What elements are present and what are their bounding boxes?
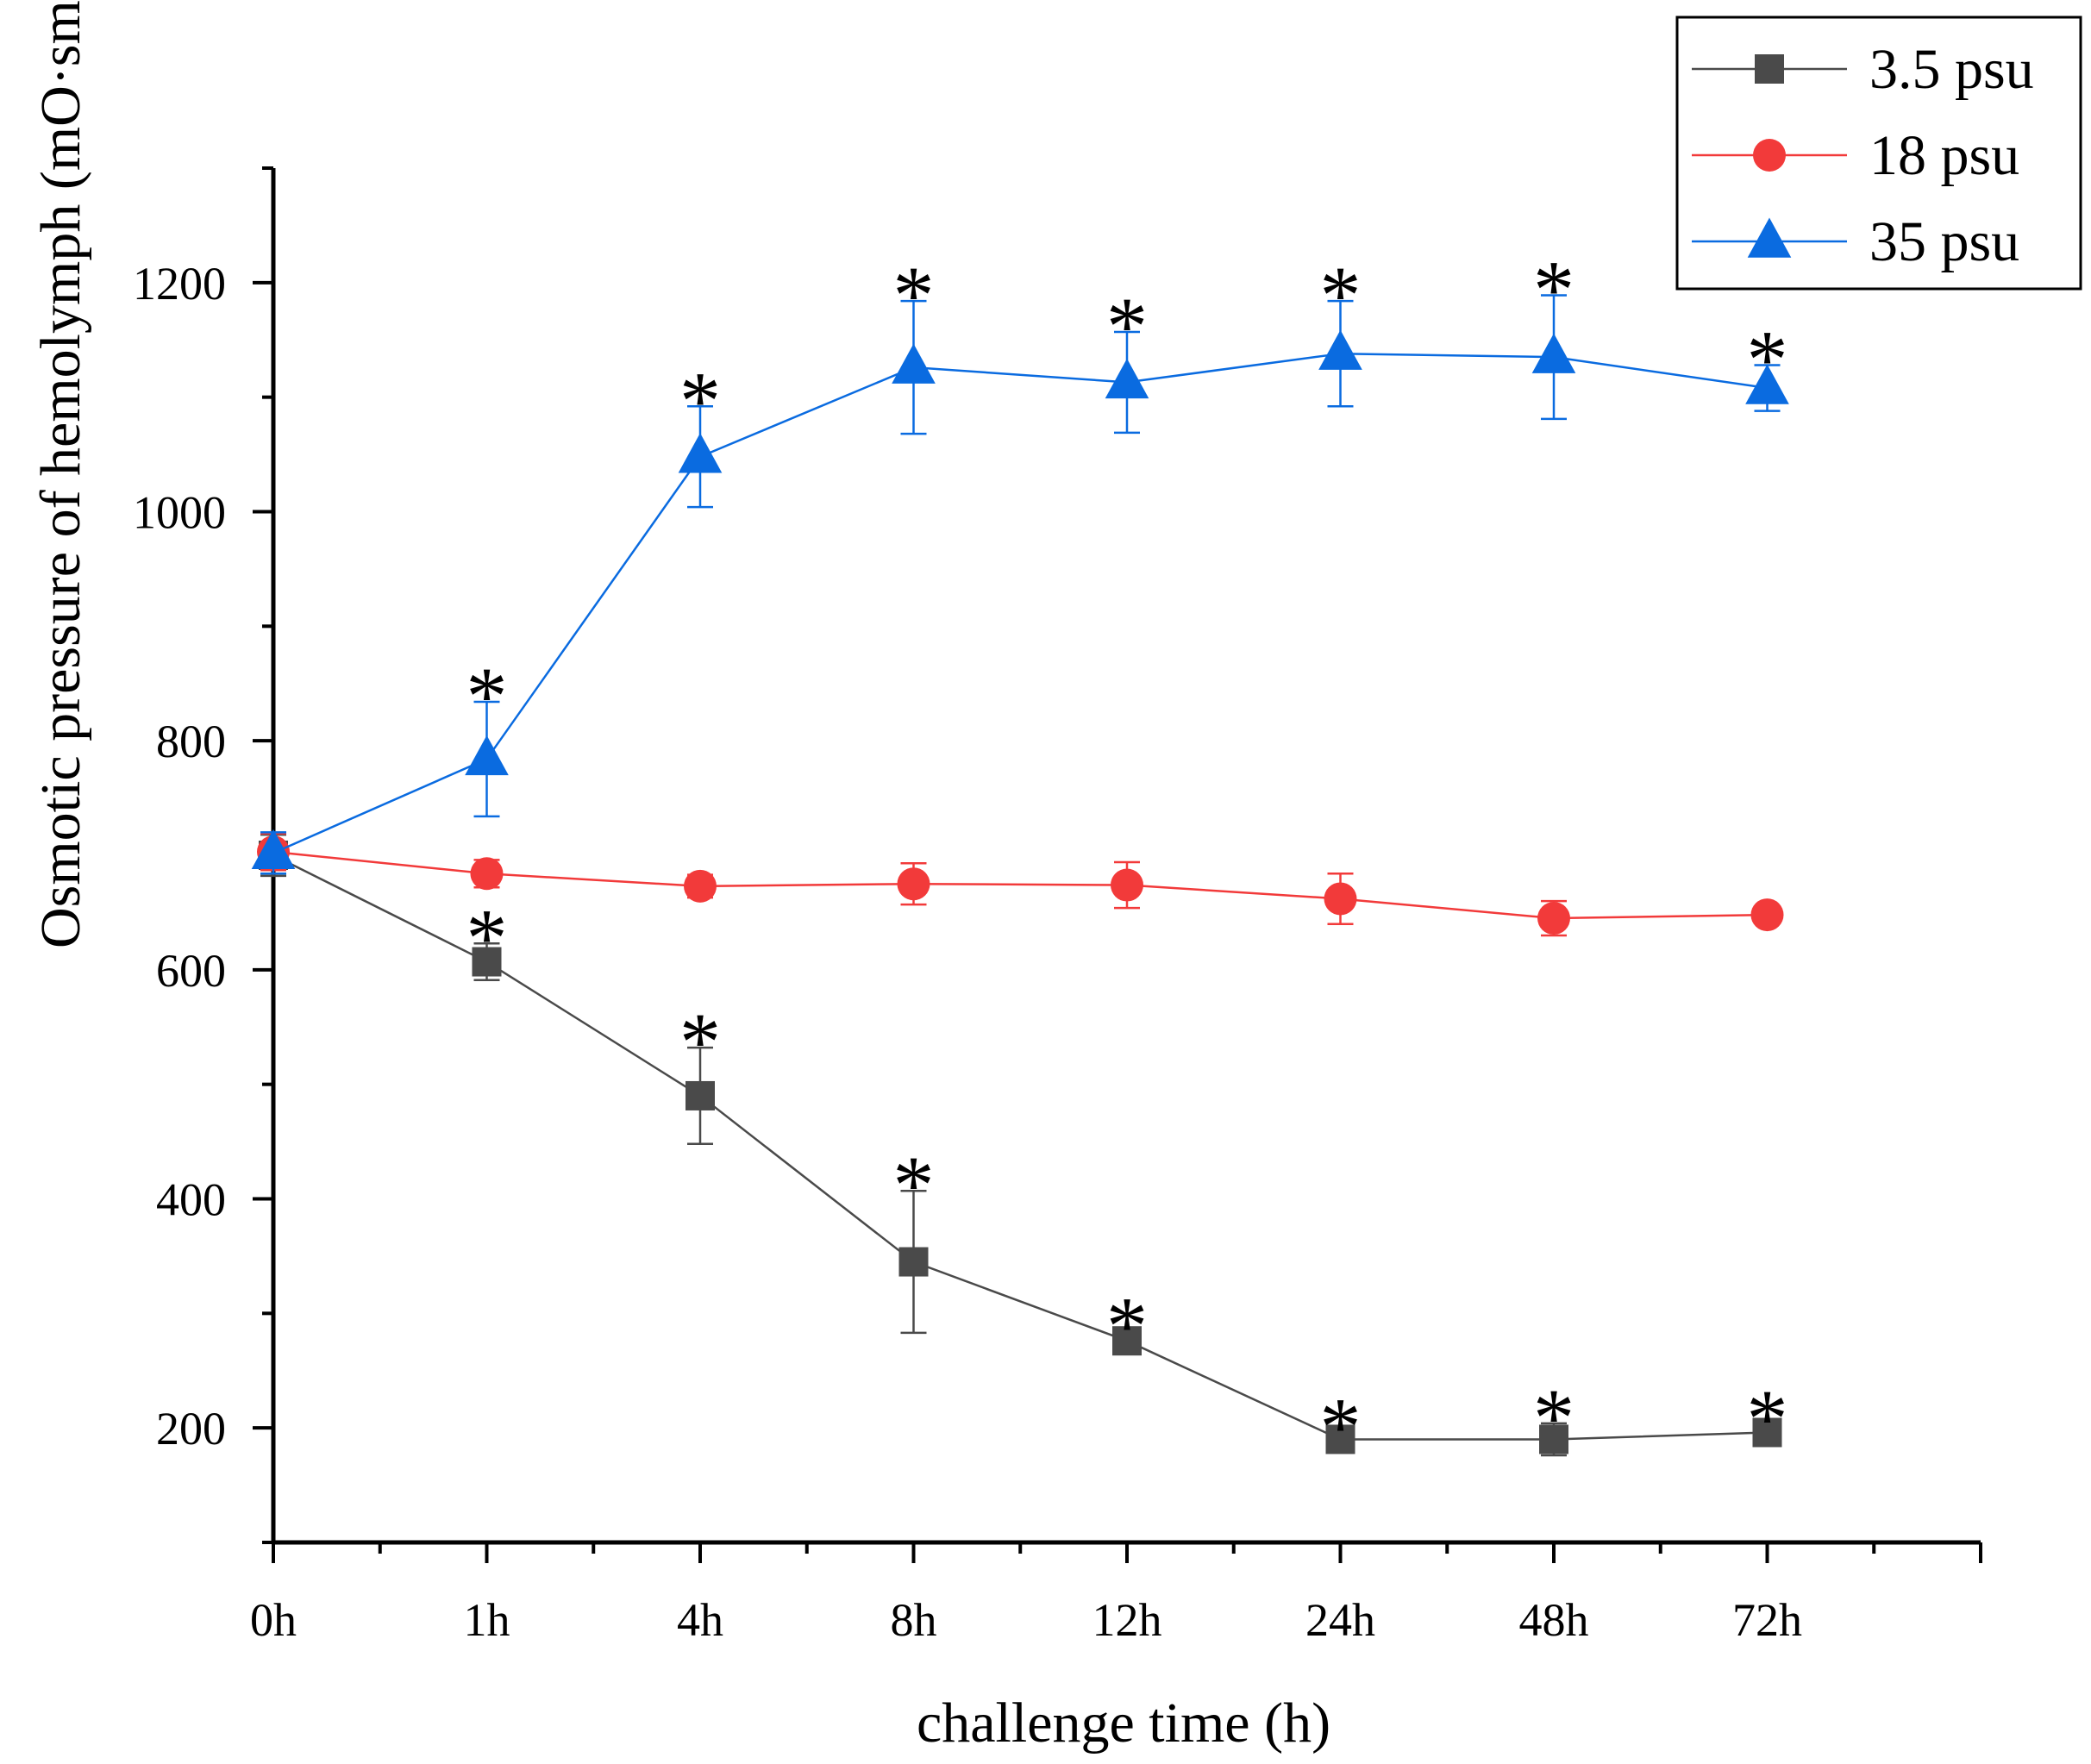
legend-label: 3.5 psu [1869,38,2034,101]
series-3-5-psu: * * * * * * * [259,833,1788,1473]
data-point [892,343,936,384]
series-line [272,854,1768,1441]
legend-item: 35 psu [1692,210,2019,273]
legend-item: 18 psu [1692,124,2019,187]
data-point [1539,1424,1568,1454]
data-point [472,947,502,977]
y-tick-label: 1000 [133,487,226,539]
significance-star: * [466,650,508,742]
data-point [898,1247,929,1277]
data-point [1752,1417,1782,1448]
x-tick-label: 48h [1519,1594,1589,1646]
significance-star: * [1747,1373,1788,1465]
data-point [1750,898,1784,932]
y-tick-label: 600 [156,945,226,997]
data-point [897,867,930,901]
data-point [1325,1424,1355,1454]
data-point [470,857,504,891]
series-18-psu [257,832,1784,937]
series-line [272,352,1768,854]
data-point [678,433,723,473]
significance-star: * [893,249,935,341]
legend-item: 3.5 psu [1692,38,2034,101]
legend-marker [1755,54,1784,84]
y-tick-label: 1200 [133,258,226,310]
significance-star: * [1533,243,1575,335]
x-tick-label: 4h [677,1594,723,1646]
y-tick-label: 800 [156,716,226,767]
y-axis-title-main: Osmotic pressure of hemolymph (mO·smkg [29,0,92,948]
significance-star: * [1320,1380,1362,1473]
legend-marker [1753,139,1786,172]
significance-star: * [1320,249,1362,341]
data-point [686,1080,715,1110]
data-point [251,829,296,870]
x-tick-label: 24h [1305,1594,1375,1646]
legend-marker [1747,217,1792,258]
data-point [1324,882,1357,916]
x-tick-label: 12h [1092,1594,1162,1646]
series-35-psu: * * * * * * * [251,243,1789,875]
significance-star: * [1106,280,1148,372]
y-tick-label: 400 [156,1174,226,1226]
series-line [272,850,1768,920]
y-tick-label: 200 [156,1403,226,1454]
data-point [465,735,509,776]
x-tick-label: 0h [250,1594,297,1646]
significance-star: * [679,354,721,447]
legend-box [1675,16,2082,291]
significance-star: * [1747,313,1788,405]
data-point [1745,364,1789,404]
x-axis-title: challenge time (h) [917,1692,1330,1755]
legend: 3.5 psu 18 psu 35 psu [1675,16,2082,291]
data-point [1111,868,1143,902]
data-point [1105,358,1149,399]
data-point [1318,329,1362,370]
plot-area: * * * * * * * * * * * * * * [251,243,1789,1473]
significance-star: * [1106,1280,1148,1373]
x-tick-label: 8h [891,1594,937,1646]
x-tick-label: 1h [464,1594,510,1646]
legend-label: 35 psu [1869,210,2019,273]
data-point [684,869,717,903]
data-point [1537,902,1570,935]
significance-star: * [679,996,721,1088]
legend-label: 18 psu [1869,124,2019,187]
y-axis-title: Osmotic pressure of hemolymph (mO·smkg-1… [26,0,92,948]
significance-star: * [893,1139,935,1231]
x-tick-label: 72h [1732,1594,1802,1646]
significance-star: * [1533,1372,1575,1464]
axes: 0h 1h 4h 8h 12h 24h 48h 72h 200 400 600 800 1000 1200 [133,166,1982,1646]
significance-star: * [466,891,508,984]
data-point [1112,1326,1142,1356]
data-point [1531,333,1576,373]
